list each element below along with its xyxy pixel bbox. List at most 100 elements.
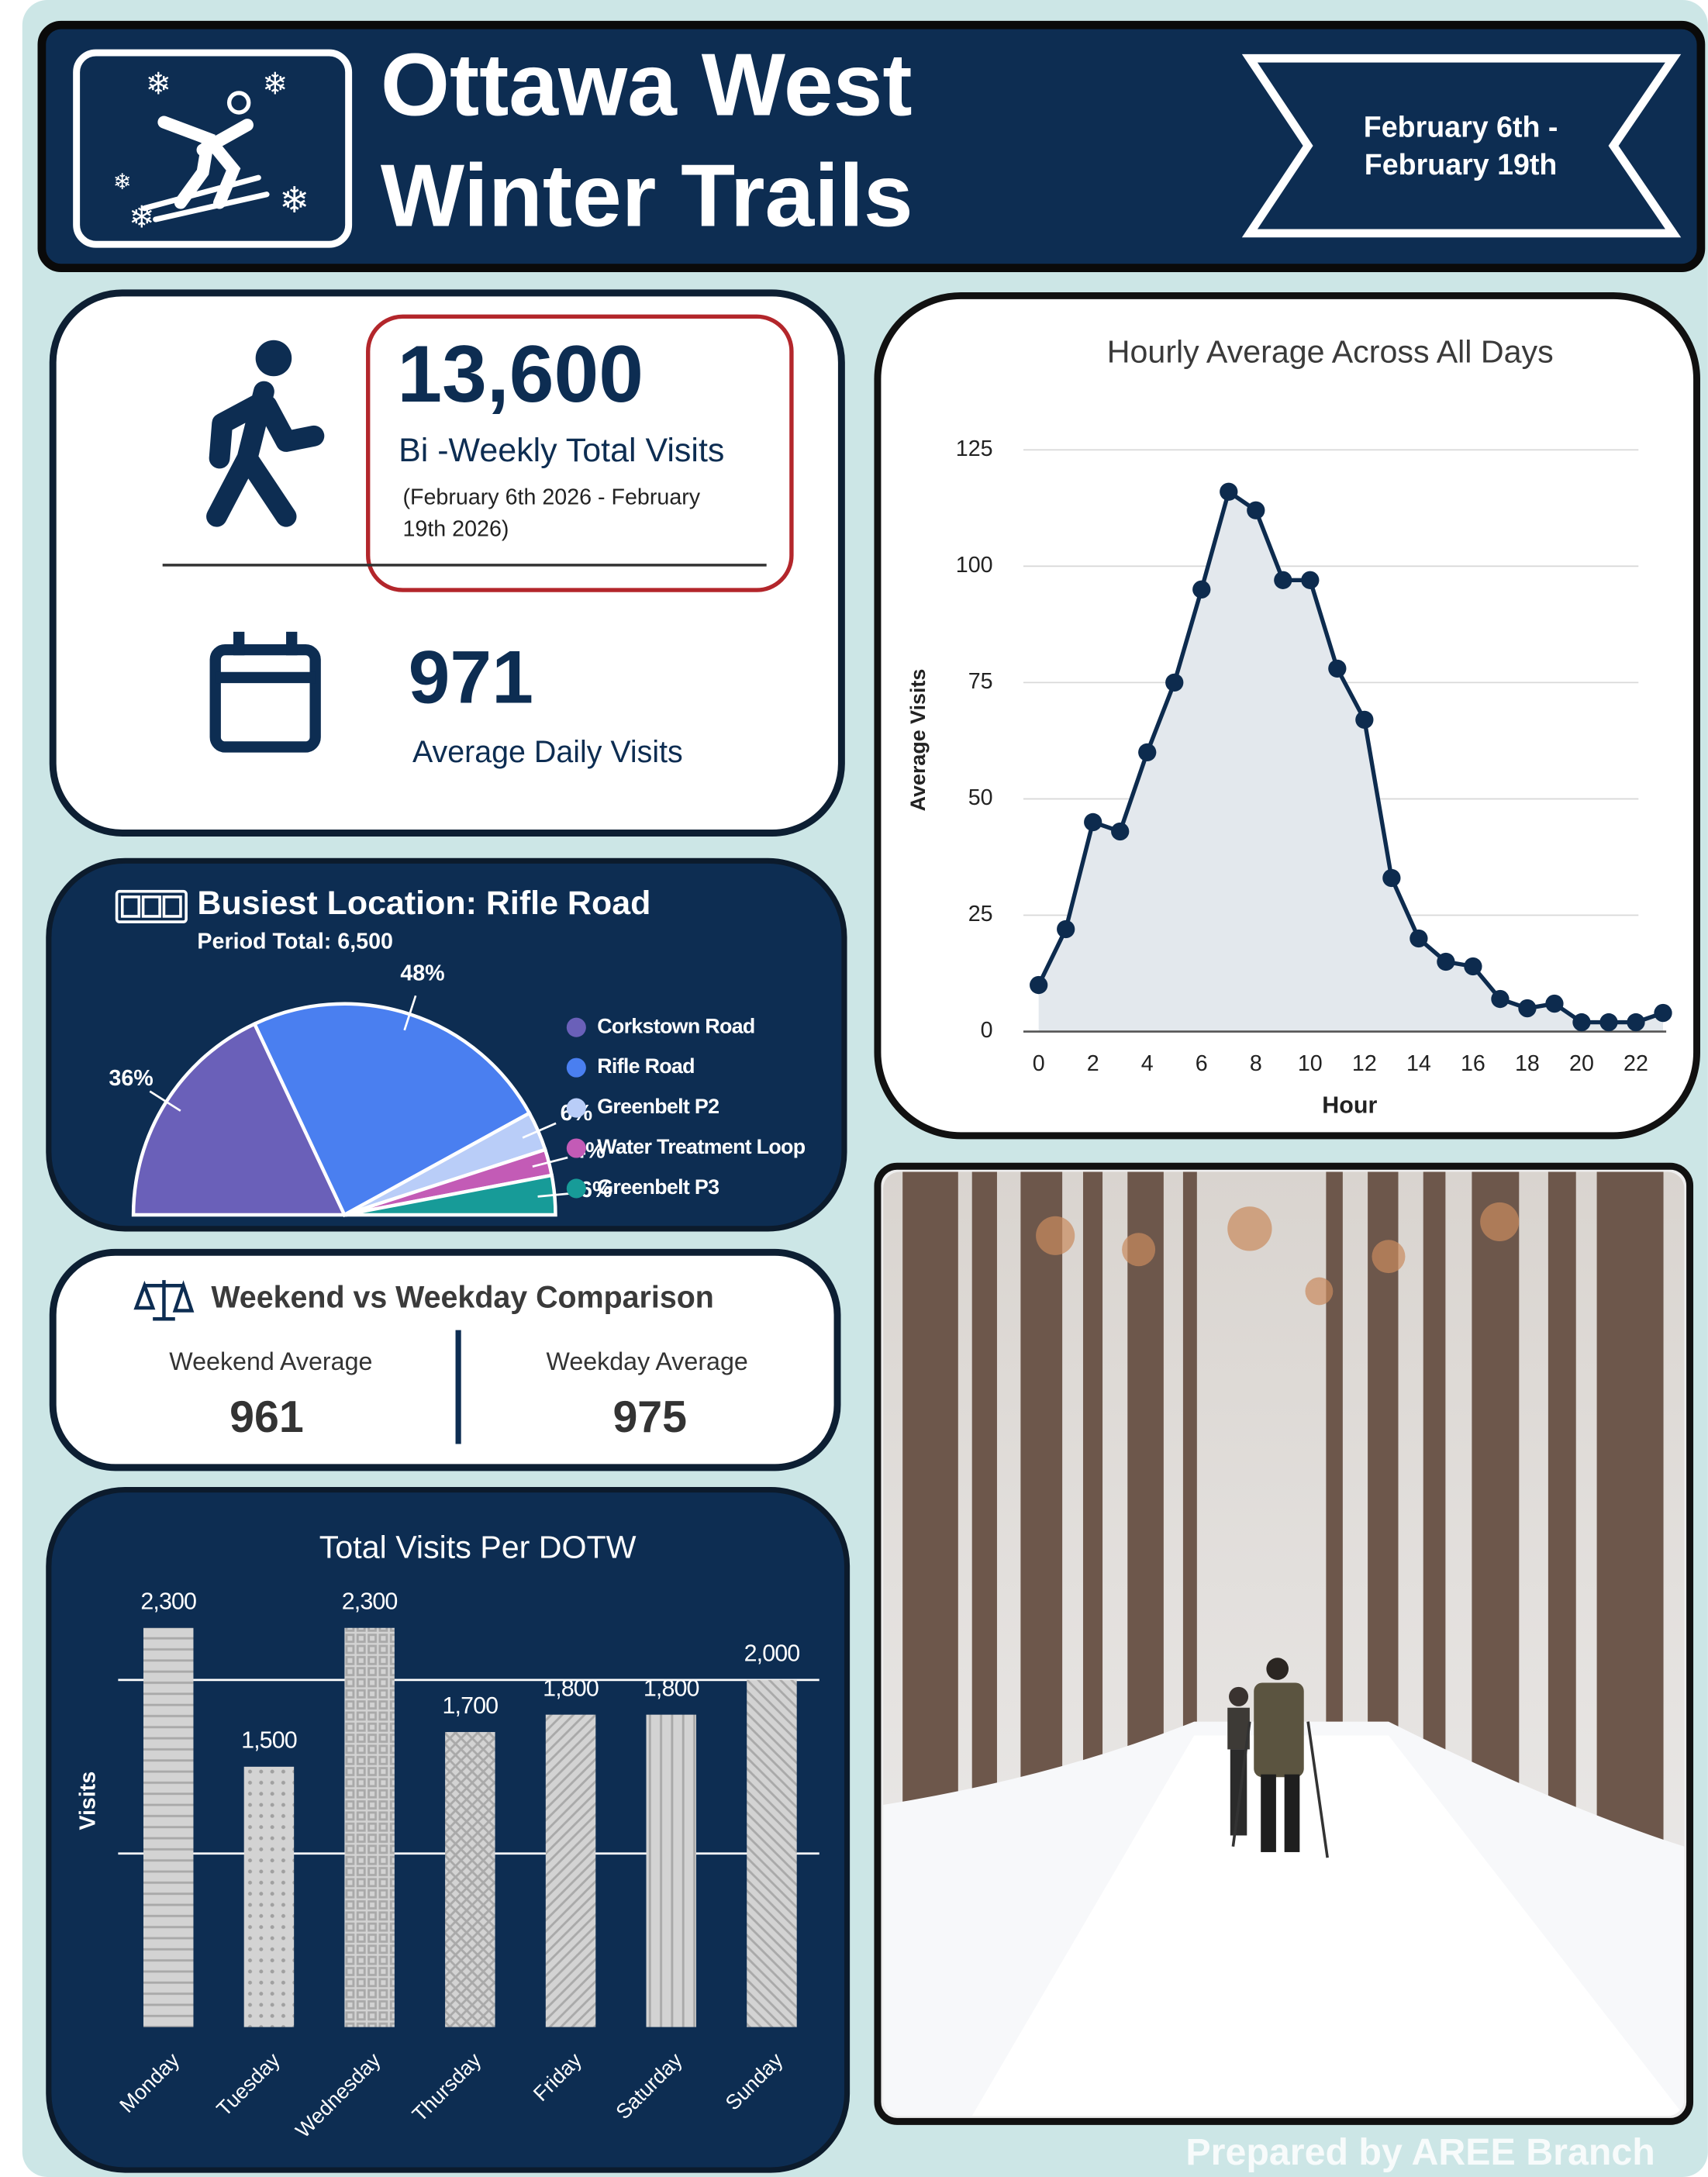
area <box>1038 492 1664 1032</box>
point <box>1084 812 1102 832</box>
bar-value-label: 2,300 <box>140 1589 196 1615</box>
legend-swatch <box>566 1098 586 1118</box>
point <box>1599 1013 1618 1032</box>
kpi-label: Average Daily Visits <box>412 735 683 769</box>
point <box>1220 482 1238 501</box>
leader-line <box>403 995 417 1031</box>
point <box>1165 673 1184 692</box>
point <box>1355 710 1374 730</box>
bar-value-label: 2,300 <box>342 1589 398 1615</box>
date-ribbon <box>1241 53 1682 238</box>
x-tick-label: 10 <box>1298 1051 1323 1076</box>
bar-value-label: 1,700 <box>442 1692 498 1719</box>
y-axis-label: Average Visits <box>906 669 930 812</box>
legend-swatch <box>566 1017 586 1037</box>
point <box>1111 822 1130 841</box>
counter-icon <box>115 889 188 923</box>
comparison-value: 975 <box>612 1392 687 1442</box>
bar <box>344 1627 395 2027</box>
comparison-value: 961 <box>229 1392 304 1442</box>
walker-icon <box>206 340 325 527</box>
date-line: February 19th <box>1365 148 1558 181</box>
point <box>1030 975 1048 995</box>
pie-title: Busiest Location: Rifle Road <box>197 885 650 922</box>
leader-line <box>532 1156 568 1168</box>
logo-frame <box>73 49 353 248</box>
point <box>1518 999 1537 1018</box>
bar <box>445 1732 495 2027</box>
x-axis-label: Hour <box>1322 1092 1377 1118</box>
bar-value-label: 1,800 <box>644 1675 699 1701</box>
pie-label: 36% <box>109 1066 153 1091</box>
x-tick-label: 20 <box>1569 1051 1594 1076</box>
x-tick-label: 4 <box>1141 1051 1154 1076</box>
point <box>1572 1013 1591 1032</box>
leader-line <box>149 1090 181 1112</box>
legend-label: Greenbelt P2 <box>597 1095 719 1118</box>
point <box>1138 743 1157 762</box>
legend-swatch <box>566 1057 586 1078</box>
y-tick-label: 0 <box>981 1018 993 1043</box>
y-tick-label: 100 <box>956 553 993 578</box>
bar <box>747 1679 797 2027</box>
point <box>1654 1003 1672 1023</box>
date-line: February 6th - <box>1364 110 1558 143</box>
point <box>1627 1013 1645 1032</box>
x-tick-label: 8 <box>1250 1051 1262 1076</box>
x-tick-label: 22 <box>1623 1051 1648 1076</box>
svg-text:❄: ❄ <box>146 67 171 101</box>
footer: Prepared by AREE Branch <box>1185 2131 1655 2173</box>
comparison-title: Weekend vs Weekday Comparison <box>211 1281 713 1315</box>
svg-text:❄: ❄ <box>129 200 154 234</box>
legend-label: Water Treatment Loop <box>597 1135 806 1158</box>
kpi-label: Bi -Weekly Total Visits <box>399 432 724 469</box>
photo-card <box>874 1162 1694 2125</box>
point <box>1301 571 1320 589</box>
svg-text:❄: ❄ <box>113 170 132 195</box>
point <box>1491 989 1510 1009</box>
x-tick-label: 0 <box>1033 1051 1045 1076</box>
comparison-label: Weekend Average <box>169 1347 372 1375</box>
comparison-card: Weekend vs Weekday Comparison Weekend Av… <box>49 1248 841 1471</box>
comparison-label: Weekday Average <box>547 1347 748 1375</box>
leader-line <box>522 1122 557 1139</box>
legend-label: Rifle Road <box>597 1054 695 1078</box>
bar-value-label: 1,500 <box>241 1727 297 1754</box>
pie-label: 48% <box>400 961 444 986</box>
bar-value-label: 1,800 <box>543 1675 599 1701</box>
bar <box>143 1627 194 2027</box>
y-tick-label: 25 <box>968 902 993 926</box>
y-tick-label: 50 <box>968 785 993 810</box>
kpi-note: (February 6th 2026 - February <box>402 485 700 509</box>
legend-label: Corkstown Road <box>597 1014 754 1037</box>
scale-icon <box>133 1280 195 1321</box>
calendar-icon <box>209 631 321 753</box>
skier-icon: ❄ ❄ ❄ ❄ ❄ <box>113 67 310 234</box>
bar-title: Total Visits Per DOTW <box>319 1529 637 1565</box>
x-tick-label: 2 <box>1087 1051 1099 1076</box>
x-tick-label: 6 <box>1196 1051 1208 1076</box>
header: ❄ ❄ ❄ ❄ ❄ Ottawa West Winter Trails Febr… <box>37 20 1706 272</box>
kpi-note: 19th 2026) <box>402 517 509 542</box>
point <box>1410 929 1428 948</box>
legend-swatch <box>566 1178 586 1199</box>
comparison-panel <box>49 1248 841 1471</box>
x-tick-label: 16 <box>1461 1051 1485 1076</box>
point <box>1545 994 1564 1013</box>
kpi-value: 971 <box>409 636 533 719</box>
leader-line <box>537 1192 575 1198</box>
x-tick-label: 14 <box>1406 1051 1431 1076</box>
bar <box>243 1766 295 2027</box>
bar <box>545 1714 596 2027</box>
y-tick-label: 125 <box>956 436 993 461</box>
y-tick-label: 75 <box>968 669 993 694</box>
legend-swatch <box>566 1138 586 1158</box>
header-panel <box>37 20 1706 272</box>
legend-label: Greenbelt P3 <box>597 1175 719 1199</box>
pie-subtitle: Period Total: 6,500 <box>197 930 393 954</box>
line-title: Hourly Average Across All Days <box>1107 334 1554 370</box>
kpi-card: 13,600 Bi -Weekly Total Visits (February… <box>49 289 845 837</box>
bar-value-label: 2,000 <box>744 1641 800 1667</box>
point <box>1437 952 1455 971</box>
